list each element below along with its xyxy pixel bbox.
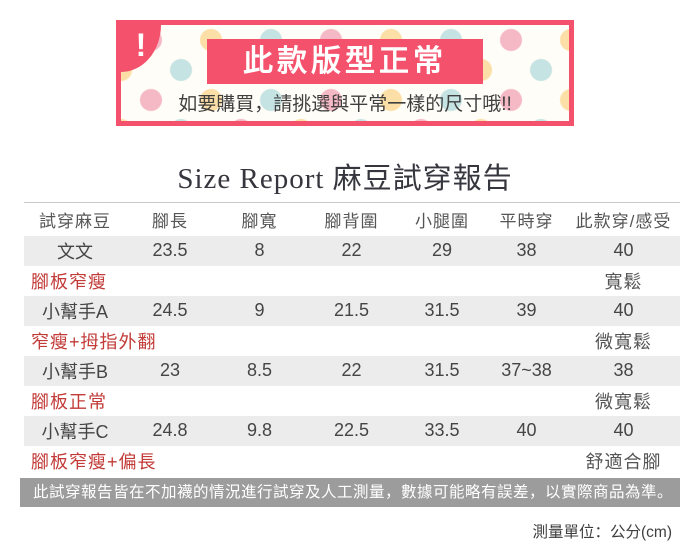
measurement-value: 8.5: [246, 360, 273, 380]
measurement-value: 40: [516, 420, 537, 440]
size-table: 試穿麻豆 腳長 腳寬 腳背圍 小腿圍 平時穿 此款穿/感受文文 23.5 8 22 29 38 40 腳板…: [24, 202, 680, 476]
model-name: 文文: [57, 241, 93, 262]
disclaimer-bar: 此試穿報告皆在不加襪的情況進行試穿及人工測量，數據可能略有誤差，以實際商品為準。: [20, 478, 680, 507]
model-name: 小幫手B: [41, 361, 108, 382]
alert-banner: ! 此款版型正常 如要購買，請挑選與平常一樣的尺寸哦!!: [116, 20, 574, 126]
measurement-value: 9.8: [246, 420, 273, 440]
measurement-value: 33.5: [424, 420, 460, 440]
column-header: 此款穿/感受: [567, 202, 680, 236]
table-header-row: 試穿麻豆 腳長 腳寬 腳背圍 小腿圍 平時穿 此款穿/感受: [24, 202, 680, 236]
measurement-value: 9: [254, 300, 265, 320]
foot-condition-label: 窄瘦+拇指外翻: [31, 331, 157, 352]
model-name: 小幫手C: [41, 421, 109, 442]
model-row: 文文 23.5 8 22 29 38 40: [24, 235, 680, 266]
model-row: 小幫手A 24.5 9 21.5 31.5 39 40: [24, 295, 680, 326]
measurement-value: 38: [613, 360, 634, 380]
column-header: 小腿圍: [398, 202, 486, 236]
page-title-zh: 麻豆試穿報告: [332, 163, 513, 195]
page-title: Size Report 麻豆試穿報告: [0, 155, 690, 197]
fit-feel-label: 舒適合腳: [585, 451, 662, 472]
exclamation-badge-icon: !: [121, 25, 161, 72]
measurement-value: 22.5: [333, 420, 370, 440]
measurement-value: 8: [254, 240, 265, 260]
column-header: 試穿麻豆: [24, 202, 126, 236]
measurement-value: 40: [613, 300, 634, 320]
column-header: 腳背圍: [305, 202, 398, 236]
measurement-value: 22: [341, 240, 362, 260]
condition-row: 窄瘦+拇指外翻 微寬鬆: [24, 325, 680, 356]
measurement-value: 31.5: [424, 360, 460, 380]
measurement-value: 40: [613, 240, 634, 260]
measurement-value: 22: [341, 360, 362, 380]
measurement-value: 23: [159, 360, 181, 380]
page-title-en: Size Report: [177, 163, 325, 195]
measurement-value: 24.5: [152, 300, 188, 320]
column-header: 腳長: [126, 202, 214, 236]
size-table-body: 試穿麻豆 腳長 腳寬 腳背圍 小腿圍 平時穿 此款穿/感受文文 23.5 8 22 29 38 40 腳板…: [24, 202, 680, 476]
condition-row: 腳板窄瘦 寬鬆: [24, 265, 680, 296]
measurement-value: 40: [613, 420, 634, 440]
measurement-value: 37~38: [501, 360, 552, 380]
measurement-value: 24.8: [152, 420, 188, 440]
banner-subtitle: 如要購買，請挑選與平常一樣的尺寸哦!!: [178, 94, 512, 115]
measurement-value: 31.5: [424, 300, 460, 320]
foot-condition-label: 腳板窄瘦: [31, 271, 107, 292]
foot-condition-label: 腳板正常: [31, 391, 107, 412]
banner-title: 此款版型正常: [207, 39, 483, 84]
measurement-value: 39: [516, 300, 537, 320]
measurement-value: 21.5: [333, 300, 370, 320]
fit-feel-label: 寬鬆: [604, 271, 643, 292]
model-name: 小幫手A: [41, 301, 108, 322]
condition-row: 腳板窄瘦+偏長 舒適合腳: [24, 445, 680, 476]
exclamation-mark: !: [135, 27, 147, 63]
measurement-value: 38: [516, 240, 537, 260]
condition-row: 腳板正常 微寬鬆: [24, 385, 680, 416]
fit-feel-label: 微寬鬆: [595, 391, 652, 412]
column-header: 平時穿: [486, 202, 567, 236]
foot-condition-label: 腳板窄瘦+偏長: [31, 451, 157, 472]
measurement-value: 23.5: [152, 240, 188, 260]
model-row: 小幫手B 23 8.5 22 31.5 37~38 38: [24, 355, 680, 386]
measurement-unit-note: 測量單位：公分(cm): [532, 524, 673, 541]
measurement-value: 29: [431, 240, 453, 260]
model-row: 小幫手C 24.8 9.8 22.5 33.5 40 40: [24, 415, 680, 446]
fit-feel-label: 微寬鬆: [595, 331, 652, 352]
column-header: 腳寬: [214, 202, 305, 236]
